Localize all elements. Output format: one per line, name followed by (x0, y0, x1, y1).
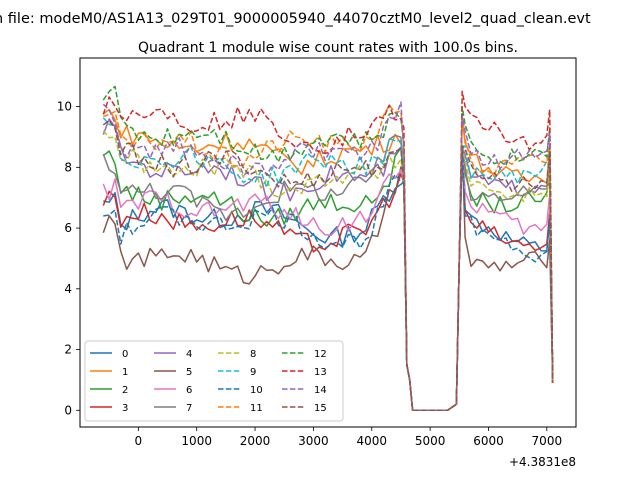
x-tick-label: 0 (135, 434, 143, 448)
series-line-14 (102, 101, 554, 412)
legend-label-8: 8 (250, 349, 256, 360)
y-tick-label: 8 (64, 160, 72, 174)
x-tick-label: 7000 (532, 434, 563, 448)
series-line-4 (102, 118, 554, 412)
legend-label-9: 9 (250, 367, 256, 378)
y-tick-label: 2 (64, 343, 72, 357)
legend-label-3: 3 (122, 403, 128, 414)
x-tick-label: 2000 (240, 434, 271, 448)
legend-label-14: 14 (314, 385, 327, 396)
plot-frame (79, 57, 577, 428)
y-tick-label: 10 (57, 100, 72, 114)
legend-label-10: 10 (250, 385, 263, 396)
legend-frame (84, 340, 344, 422)
series-line-15 (102, 119, 554, 412)
series-line-9 (102, 117, 554, 412)
legend-label-13: 13 (314, 367, 327, 378)
y-tick-label: 0 (64, 403, 72, 417)
series-line-10 (103, 145, 554, 412)
legend-label-1: 1 (122, 367, 128, 378)
legend-label-0: 0 (122, 349, 128, 360)
legend-label-4: 4 (186, 349, 192, 360)
x-tick-label: 5000 (415, 434, 446, 448)
legend-label-5: 5 (186, 367, 192, 378)
legend-label-2: 2 (122, 385, 128, 396)
legend-label-11: 11 (250, 403, 263, 414)
series-line-7 (102, 134, 554, 412)
legend-label-12: 12 (314, 349, 327, 360)
x-tick-label: 6000 (473, 434, 504, 448)
y-tick-label: 6 (64, 221, 72, 235)
x-tick-label: 1000 (181, 434, 212, 448)
legend-label-15: 15 (314, 403, 327, 414)
legend-label-7: 7 (186, 403, 192, 414)
figure-suptitle: n file: modeM0/AS1A13_029T01_9000005940_… (0, 11, 591, 27)
x-tick-label: 4000 (356, 434, 387, 448)
legend-label-6: 6 (186, 385, 192, 396)
chart-title: Quadrant 1 module wise count rates with … (138, 40, 518, 56)
series-line-2 (102, 145, 554, 412)
series-line-6 (102, 145, 554, 412)
series-layer (102, 85, 554, 412)
x-tick-label: 3000 (298, 434, 329, 448)
y-tick-label: 4 (64, 282, 72, 296)
x-offset-label: +4.3831e8 (509, 455, 576, 469)
series-line-13 (102, 90, 554, 412)
series-line-8 (102, 130, 554, 412)
series-line-12 (102, 85, 554, 412)
series-line-5 (102, 145, 554, 412)
